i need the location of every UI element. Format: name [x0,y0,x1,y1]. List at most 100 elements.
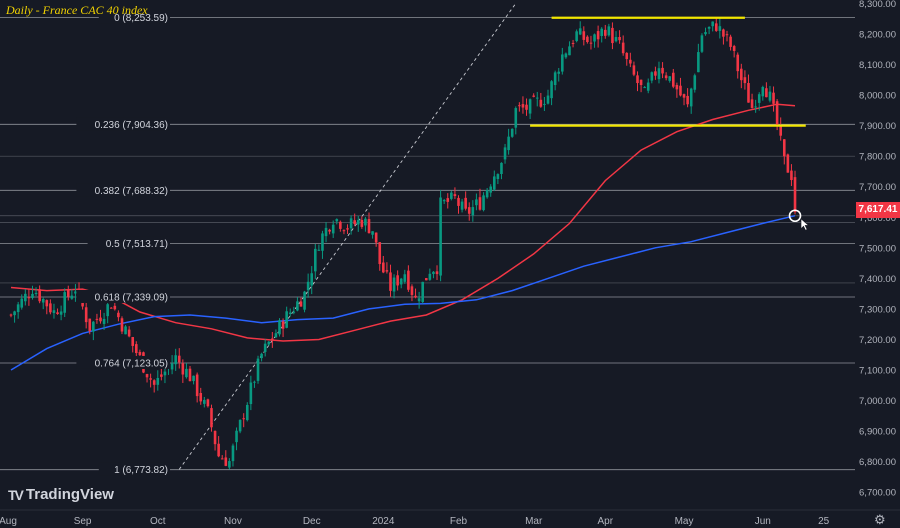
price-axis[interactable]: 6,700.00 6,800.00 6,900.00 7,000.00 7,100.00… [855,0,900,510]
candle-body [299,301,303,307]
candle-body [124,326,127,335]
candle-body [722,29,725,37]
candle-body [568,46,571,56]
candle-body [664,75,668,79]
candle-body [668,76,672,81]
candle-body [514,108,518,128]
cursor-marker [788,209,810,231]
candle-body [725,34,729,36]
candle-body [535,97,539,99]
candle-body [324,227,328,237]
price-tick-label: 7,000.00 [859,396,896,407]
candle-body [389,272,392,291]
fib-label-bg [76,117,170,131]
time-tick-label: Aug [0,516,17,527]
candle-body [578,28,582,35]
candle-body [102,318,106,324]
time-axis[interactable]: Aug Sep Oct Nov Dec 2024 Feb Mar Apr May Jun 25 [0,509,900,528]
candle-body [399,278,403,285]
candle-body [714,23,718,31]
candle-body [135,344,138,354]
candle-body [779,125,782,136]
candle-body [546,95,550,104]
candle-body [74,291,77,294]
candle-body [235,430,238,443]
candle-body [206,399,210,407]
candle-body [482,195,485,211]
candle-body [761,87,765,97]
candle-body [521,104,525,108]
price-tick-label: 6,700.00 [859,488,896,499]
candle-body [231,445,235,462]
fib-label-bg [76,289,170,303]
candlesticks [9,17,797,470]
candle-body [228,461,231,468]
candle-body [740,68,743,81]
candle-body [281,321,285,329]
candle-body [374,232,378,243]
candle-body [285,311,288,328]
candle-body [152,380,156,385]
fibonacci-labels: 0 (8,253.59) 0.236 (7,904.36) 0.382 (7,688… [76,10,170,476]
fib-level-label: 0.764 (7,123.05) [95,358,168,369]
candle-body [453,194,457,197]
fib-label-bg [98,10,170,24]
tradingview-brand[interactable]: TV TradingView [8,486,114,503]
candle-body [582,31,586,40]
candle-body [117,312,120,318]
candle-body [382,262,385,273]
candle-body [607,26,611,36]
candle-body [331,224,335,234]
candle-body [439,197,442,276]
candle-body [367,219,371,234]
candle-body [360,219,364,227]
candle-body [256,358,260,381]
price-tick-label: 7,900.00 [859,121,896,132]
candle-body [396,275,399,286]
candle-body [693,75,697,90]
candle-body [654,71,657,76]
candle-body [493,176,496,190]
time-tick-label: 25 [818,516,830,527]
candle-body [424,278,428,281]
candle-body [378,242,382,265]
candle-body [718,26,722,31]
candle-body [38,289,41,302]
candle-body [95,318,99,320]
support-resistance-lines [530,16,806,127]
trend-line-group [178,3,517,470]
candle-body [203,399,206,404]
candle-body [421,281,424,303]
candle-body [274,333,278,338]
candle-body [603,29,607,36]
candle-body [245,404,249,421]
price-tick-label: 7,700.00 [859,182,896,193]
ma-red-line [10,103,796,342]
price-tick-label: 8,300.00 [859,0,896,10]
candle-body [59,311,63,315]
candle-body [489,186,493,193]
candle-body [149,378,152,380]
candle-body [310,273,314,286]
candle-body [553,72,557,86]
candle-body [446,198,450,202]
price-tick-label: 7,800.00 [859,152,896,163]
candle-body [575,31,578,42]
candle-body [532,95,535,97]
candle-body [750,99,754,108]
time-tick-label: 2024 [372,516,395,527]
candle-body [41,298,45,303]
candle-body [120,318,124,332]
candle-body [564,53,568,58]
candle-body [63,292,66,313]
candle-body [70,295,74,299]
trend-line [178,3,517,470]
settings-gear-icon[interactable]: ⚙ [874,512,886,527]
candle-body [242,418,245,420]
candle-body [392,277,396,292]
candle-body [52,310,56,314]
candle-body [525,104,528,110]
candle-body [220,458,224,460]
tradingview-logo-icon: TV [8,486,24,503]
